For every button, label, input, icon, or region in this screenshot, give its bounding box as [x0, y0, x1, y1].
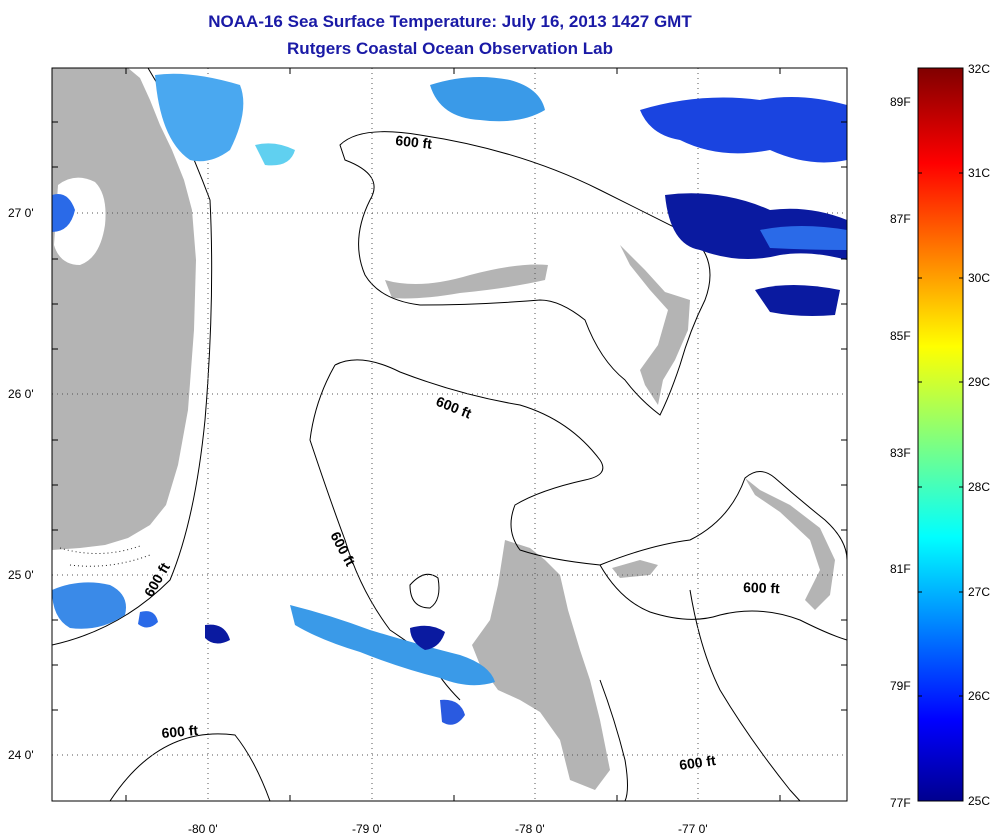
lat-label: 26 0' — [8, 387, 34, 401]
lon-label: -78 0' — [515, 822, 545, 836]
contour-label: 600 ft — [434, 393, 474, 422]
colorbar — [917, 67, 964, 802]
colorbar-celsius-label: 28C — [968, 480, 991, 494]
contour-label: 600 ft — [141, 560, 173, 600]
colorbar-fahrenheit-label: 87F — [890, 212, 911, 226]
colorbar-fahrenheit-label: 83F — [890, 446, 911, 460]
colorbar-ticks — [918, 172, 963, 697]
map-title: NOAA-16 Sea Surface Temperature: July 16… — [208, 12, 692, 31]
contour-label: 600 ft — [395, 132, 433, 152]
andros-land — [472, 540, 610, 790]
abaco-land — [620, 245, 690, 405]
colorbar-celsius-label: 29C — [968, 375, 991, 389]
lon-label: -77 0' — [678, 822, 708, 836]
new-providence-land — [612, 560, 658, 578]
eleuthera-land — [745, 478, 835, 610]
colorbar-fahrenheit-label: 79F — [890, 679, 911, 693]
colorbar-celsius-label: 25C — [968, 794, 991, 808]
lat-label: 24 0' — [8, 748, 34, 762]
lon-label: -79 0' — [352, 822, 382, 836]
colorbar-celsius-label: 32C — [968, 62, 991, 76]
map-frame — [51, 67, 848, 802]
colorbar-celsius-label: 27C — [968, 585, 991, 599]
colorbar-fahrenheit-label: 81F — [890, 562, 911, 576]
florida-keys — [59, 545, 151, 567]
contour-label: 600 ft — [327, 529, 358, 569]
colorbar-fahrenheit-label: 85F — [890, 329, 911, 343]
colorbar-celsius-label: 30C — [968, 271, 991, 285]
sst-data-patches — [52, 73, 847, 725]
bathymetry-contours — [52, 68, 847, 801]
colorbar-fahrenheit-label: 89F — [890, 95, 911, 109]
map-ticks — [52, 68, 847, 801]
grand-bahama-land — [385, 264, 548, 299]
colorbar-fahrenheit-label: 77F — [890, 796, 911, 810]
colorbar-celsius-label: 31C — [968, 166, 991, 180]
contour-label: 600 ft — [678, 752, 717, 773]
lon-label: -80 0' — [188, 822, 218, 836]
map-subtitle: Rutgers Coastal Ocean Observation Lab — [287, 39, 613, 58]
contour-label: 600 ft — [161, 722, 199, 741]
colorbar-celsius-label: 26C — [968, 689, 991, 703]
lat-label: 27 0' — [8, 206, 34, 220]
gridlines — [52, 68, 847, 801]
lat-label: 25 0' — [8, 568, 34, 582]
contour-label: 600 ft — [743, 579, 780, 596]
